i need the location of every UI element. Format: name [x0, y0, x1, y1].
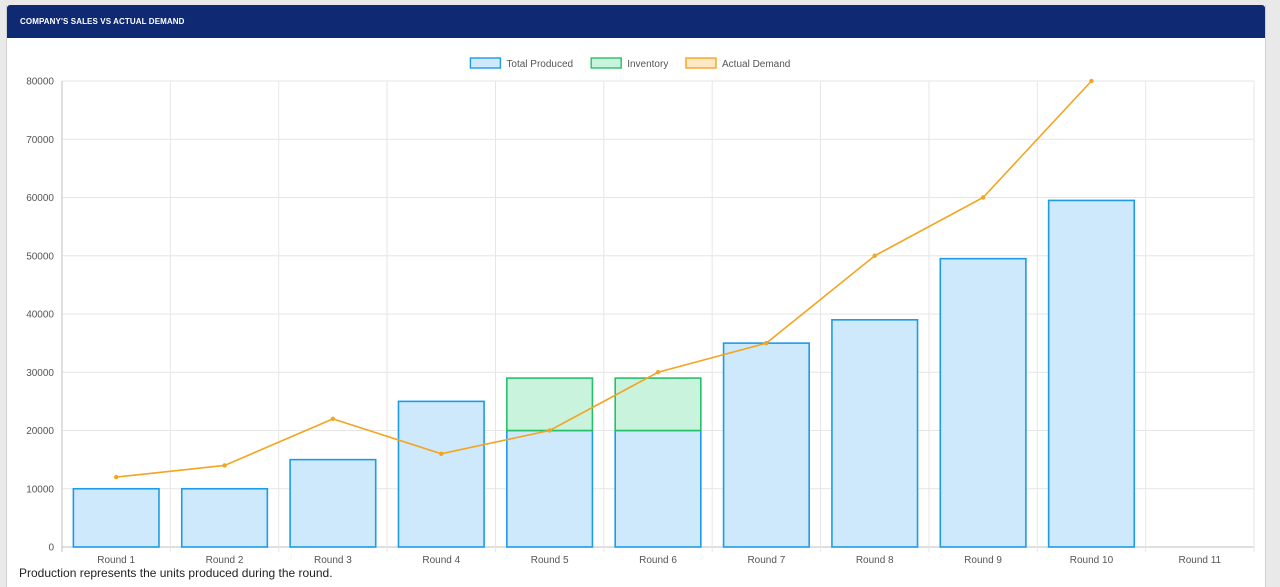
- bar-total-produced: [722, 342, 810, 548]
- bar-inventory: [506, 377, 594, 432]
- card-header: COMPANY'S SALES VS ACTUAL DEMAND: [7, 5, 1265, 38]
- x-tick-label: Round 4: [422, 555, 460, 566]
- x-tick-label: Round 7: [747, 555, 785, 566]
- point-actual-demand: [439, 451, 444, 456]
- legend-label: Actual Demand: [722, 59, 790, 70]
- bar-total-produced: [72, 487, 160, 548]
- legend-swatch: [685, 57, 717, 69]
- chart-card: COMPANY'S SALES VS ACTUAL DEMAND 0 10000 2…: [6, 5, 1266, 587]
- bar-inventory: [614, 377, 702, 432]
- x-tick-label: Round 5: [531, 555, 569, 566]
- y-tick-label: 40000: [26, 310, 54, 321]
- point-actual-demand: [980, 195, 986, 200]
- bar-total-produced: [506, 429, 594, 548]
- bar-total-produced: [831, 319, 919, 548]
- point-actual-demand: [1089, 78, 1094, 84]
- point-actual-demand: [222, 463, 227, 468]
- bar-total-produced: [614, 429, 702, 548]
- line-actual-demand: [116, 80, 1093, 478]
- legend-swatch: [469, 57, 502, 69]
- y-tick-label: 20000: [26, 426, 54, 437]
- legend-label: Inventory: [627, 59, 668, 70]
- bar-total-produced: [180, 487, 269, 548]
- point-actual-demand: [764, 340, 769, 346]
- x-tick-label: Round 3: [314, 555, 352, 566]
- card-title: COMPANY'S SALES VS ACTUAL DEMAND: [20, 17, 185, 26]
- bar-total-produced: [289, 458, 377, 548]
- point-actual-demand: [330, 416, 336, 422]
- legend-swatch: [590, 57, 622, 69]
- bar-total-produced: [939, 257, 1027, 548]
- y-tick-label: 30000: [26, 368, 54, 379]
- x-tick-label: Round 9: [964, 555, 1002, 566]
- sales-demand-chart: 0 10000 20000 30000 40000 50000 60000 70000 8000…: [26, 57, 1255, 566]
- chart-footnote: Production represents the units produced…: [19, 566, 333, 580]
- x-tick-label: Round 10: [1070, 555, 1114, 566]
- bar-total-produced: [1047, 199, 1136, 548]
- y-tick-label: 10000: [26, 484, 54, 495]
- bar-total-produced: [397, 400, 485, 548]
- chart-area: 0 10000 20000 30000 40000 50000 60000 70000 8000…: [7, 38, 1265, 568]
- x-tick-label: Round 1: [97, 555, 135, 566]
- y-tick-label: 70000: [26, 135, 54, 146]
- y-tick-label: 80000: [26, 77, 54, 88]
- x-tick-label: Round 11: [1178, 555, 1221, 566]
- y-tick-label: 50000: [26, 251, 54, 262]
- legend-label: Total Produced: [506, 59, 573, 70]
- x-tick-label: Round 8: [856, 555, 894, 566]
- point-actual-demand: [113, 474, 119, 480]
- x-tick-label: Round 2: [206, 555, 244, 566]
- x-tick-label: Round 6: [639, 555, 677, 566]
- point-actual-demand: [872, 253, 877, 258]
- point-actual-demand: [655, 370, 661, 375]
- point-actual-demand: [547, 428, 552, 433]
- y-tick-label: 60000: [26, 193, 54, 204]
- y-tick-label: 0: [48, 543, 54, 554]
